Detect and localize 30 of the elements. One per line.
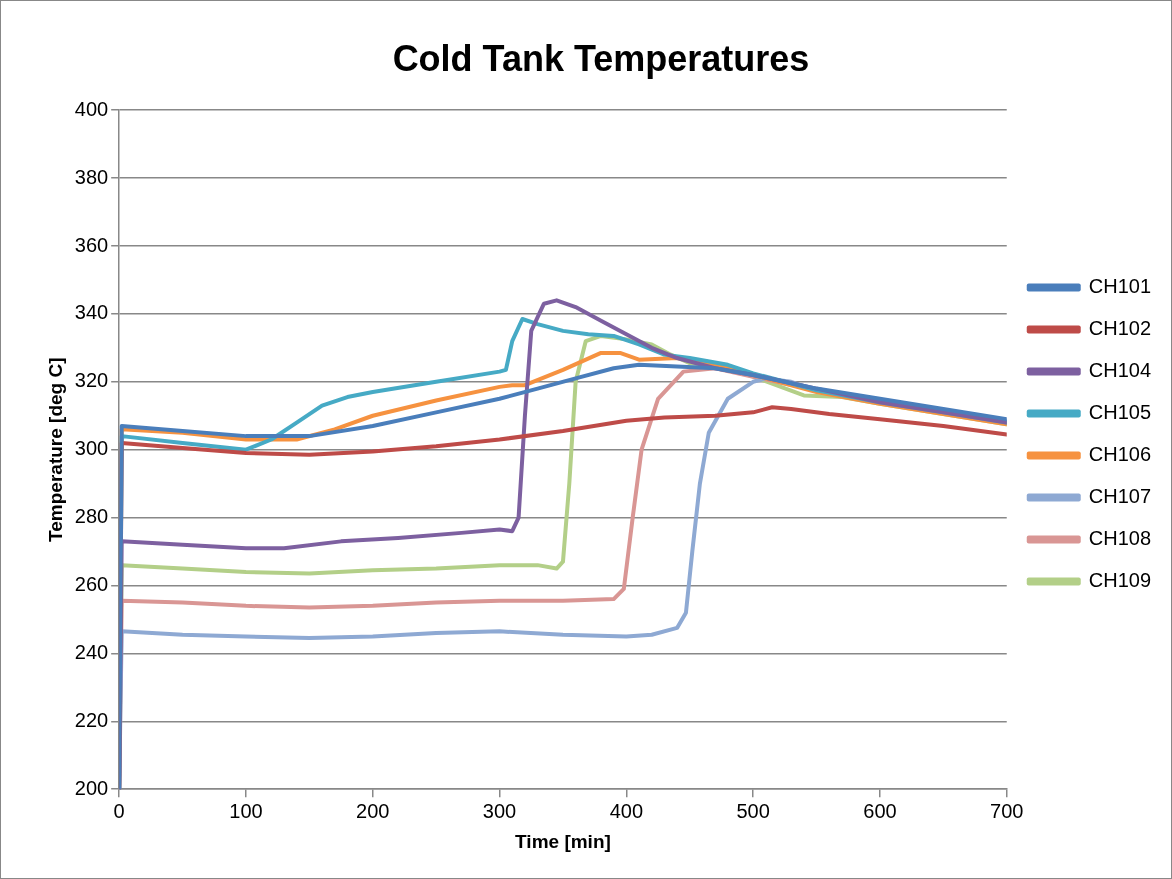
y-tick-label: 220 [74, 708, 109, 731]
y-tick-label: 340 [74, 301, 109, 324]
legend-label: CH105 [1088, 401, 1152, 424]
y-tick-label: 280 [74, 505, 109, 528]
x-tick-label: 600 [863, 799, 897, 822]
y-tick-label: 260 [74, 573, 109, 596]
y-tick-label: 320 [74, 369, 109, 392]
x-tick-label: 400 [609, 799, 644, 822]
y-tick-label: 300 [74, 437, 109, 460]
chart-title: Cold Tank Temperatures [392, 37, 810, 79]
legend-label: CH107 [1088, 485, 1152, 508]
legend-label: CH102 [1088, 317, 1152, 340]
x-tick-label: 100 [229, 799, 263, 822]
legend-label: CH101 [1088, 275, 1152, 298]
legend-label: CH109 [1088, 569, 1152, 592]
y-tick-label: 200 [74, 776, 109, 799]
x-axis-title: Time [min] [515, 830, 611, 852]
y-axis-title: Temperature [deg C] [44, 357, 66, 542]
y-tick-label: 400 [74, 97, 109, 120]
x-tick-label: 0 [113, 799, 125, 822]
x-tick-label: 200 [356, 799, 390, 822]
legend-label: CH104 [1088, 359, 1152, 382]
y-tick-label: 380 [74, 165, 109, 188]
legend-label: CH108 [1088, 527, 1152, 550]
legend-label: CH106 [1088, 443, 1152, 466]
x-tick-label: 300 [482, 799, 517, 822]
x-tick-label: 500 [736, 799, 770, 822]
y-tick-label: 360 [74, 233, 109, 256]
x-tick-label: 700 [990, 799, 1024, 822]
y-tick-label: 240 [74, 640, 109, 663]
